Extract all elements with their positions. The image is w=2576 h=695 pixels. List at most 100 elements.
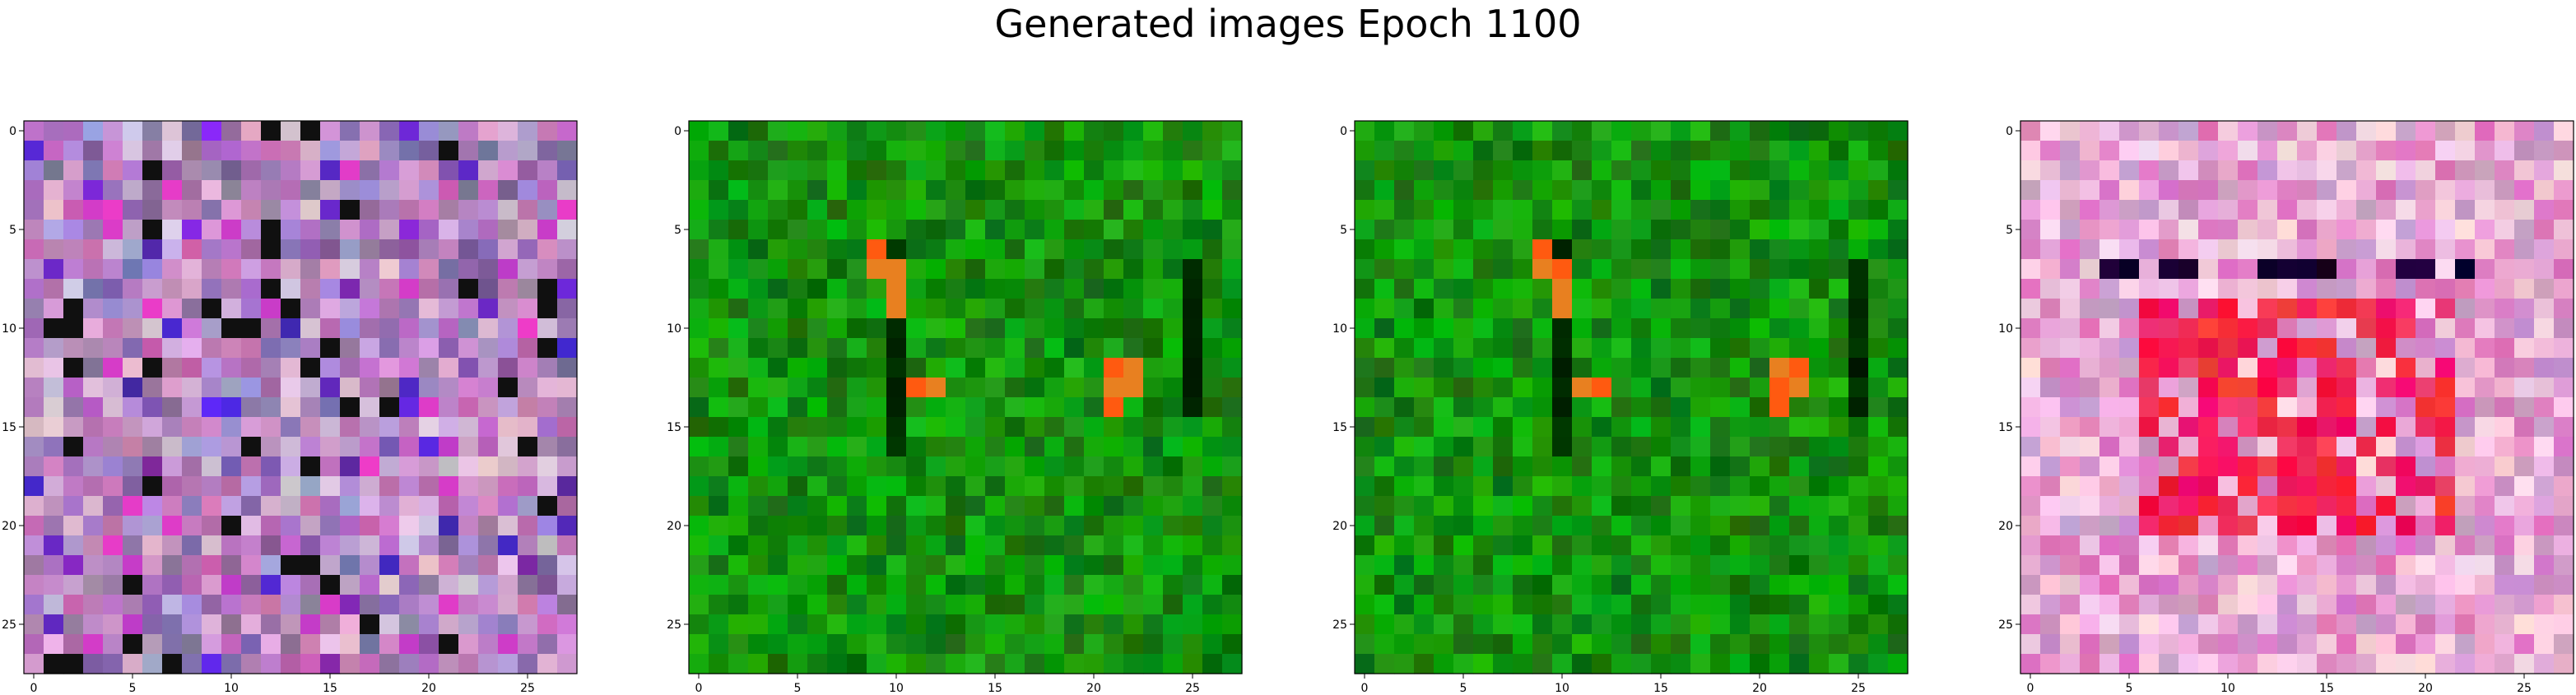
- pixel-cell: [2099, 417, 2120, 438]
- pixel-cell: [458, 535, 479, 556]
- pixel-cell: [2534, 595, 2555, 615]
- pixel-cell: [748, 378, 769, 398]
- pixel-cell: [2080, 654, 2100, 674]
- pixel-cell: [847, 299, 867, 319]
- pixel-cell: [1414, 595, 1434, 615]
- pixel-cell: [2495, 239, 2515, 260]
- pixel-cell: [439, 200, 459, 220]
- pixel-cell: [1829, 358, 1849, 378]
- pixel-cell: [1414, 121, 1434, 141]
- pixel-cell: [399, 397, 420, 418]
- pixel-cell: [1671, 299, 1691, 319]
- pixel-cell: [2080, 121, 2100, 141]
- pixel-cell: [2376, 634, 2397, 655]
- pixel-cell: [439, 417, 459, 438]
- pixel-cell: [419, 180, 439, 201]
- pixel-cell: [748, 318, 769, 339]
- pixel-cell: [2040, 121, 2061, 141]
- pixel-cell: [2277, 338, 2298, 359]
- pixel-cell: [768, 516, 788, 536]
- pixel-cell: [1453, 180, 1474, 201]
- pixel-cell: [83, 279, 104, 299]
- pixel-cell: [1671, 595, 1691, 615]
- pixel-cell: [1005, 180, 1025, 201]
- pixel-cell: [1202, 318, 1223, 339]
- pixel-cell: [2159, 654, 2179, 674]
- pixel-cell: [1025, 417, 1045, 438]
- pixel-cell: [537, 358, 558, 378]
- pixel-cell: [1730, 575, 1751, 595]
- pixel-cell: [985, 180, 1006, 201]
- pixel-cell: [926, 121, 946, 141]
- pixel-cell: [399, 555, 420, 576]
- pixel-cell: [2317, 239, 2337, 260]
- pixel-cell: [2020, 595, 2041, 615]
- pixel-cell: [689, 141, 709, 161]
- pixel-cell: [1671, 239, 1691, 260]
- pixel-cell: [1513, 180, 1533, 201]
- pixel-cell: [2317, 200, 2337, 220]
- pixel-cell: [182, 535, 202, 556]
- pixel-cell: [1829, 299, 1849, 319]
- pixel-cell: [965, 299, 986, 319]
- pixel-cell: [768, 595, 788, 615]
- pixel-cell: [748, 437, 769, 457]
- pixel-cell: [360, 121, 380, 141]
- x-tick-label: 10: [889, 682, 904, 695]
- pixel-cell: [788, 634, 808, 655]
- pixel-cell: [1473, 595, 1494, 615]
- pixel-cell: [788, 575, 808, 595]
- pixel-cell: [709, 654, 729, 674]
- pixel-cell: [379, 318, 400, 339]
- pixel-cell: [419, 239, 439, 260]
- pixel-cell: [83, 318, 104, 339]
- pixel-cell: [1493, 378, 1514, 398]
- pixel-cell: [1163, 654, 1183, 674]
- pixel-cell: [728, 516, 749, 536]
- pixel-cell: [1730, 200, 1751, 220]
- pixel-cell: [439, 456, 459, 477]
- pixel-cell: [478, 575, 499, 595]
- pixel-cell: [379, 634, 400, 655]
- pixel-cell: [768, 279, 788, 299]
- pixel-cell: [1769, 476, 1790, 497]
- pixel-cell: [142, 358, 163, 378]
- pixel-cell: [1005, 437, 1025, 457]
- pixel-cell: [1434, 121, 1454, 141]
- pixel-cell: [2534, 496, 2555, 517]
- pixel-cell: [162, 595, 183, 615]
- pixel-cell: [123, 417, 143, 438]
- pixel-cell: [320, 318, 341, 339]
- pixel-cell: [379, 259, 400, 280]
- pixel-cell: [965, 654, 986, 674]
- pixel-cell: [1123, 358, 1144, 378]
- pixel-cell: [1473, 318, 1494, 339]
- pixel-cell: [2514, 555, 2535, 576]
- pixel-cell: [1809, 516, 1830, 536]
- pixel-cell: [2475, 397, 2495, 418]
- pixel-cell: [768, 318, 788, 339]
- pixel-cell: [360, 595, 380, 615]
- pixel-cell: [2416, 595, 2436, 615]
- pixel-cell: [1829, 555, 1849, 576]
- pixel-cell: [498, 654, 518, 674]
- pixel-cell: [1044, 437, 1065, 457]
- pixel-cell: [241, 279, 262, 299]
- pixel-cell: [886, 476, 907, 497]
- pixel-cell: [2238, 299, 2258, 319]
- pixel-cell: [1025, 259, 1045, 280]
- pixel-cell: [2337, 397, 2357, 418]
- pixel-cell: [458, 318, 479, 339]
- pixel-cell: [2356, 397, 2377, 418]
- pixel-cell: [123, 141, 143, 161]
- pixel-cell: [2159, 180, 2179, 201]
- pixel-cell: [1143, 595, 1164, 615]
- pixel-cell: [1789, 160, 1810, 181]
- pixel-cell: [142, 634, 163, 655]
- pixel-cell: [1084, 614, 1104, 635]
- pixel-cell: [1493, 180, 1514, 201]
- pixel-cell: [1493, 121, 1514, 141]
- pixel-cell: [241, 516, 262, 536]
- pixel-cell: [965, 575, 986, 595]
- pixel-cell: [498, 299, 518, 319]
